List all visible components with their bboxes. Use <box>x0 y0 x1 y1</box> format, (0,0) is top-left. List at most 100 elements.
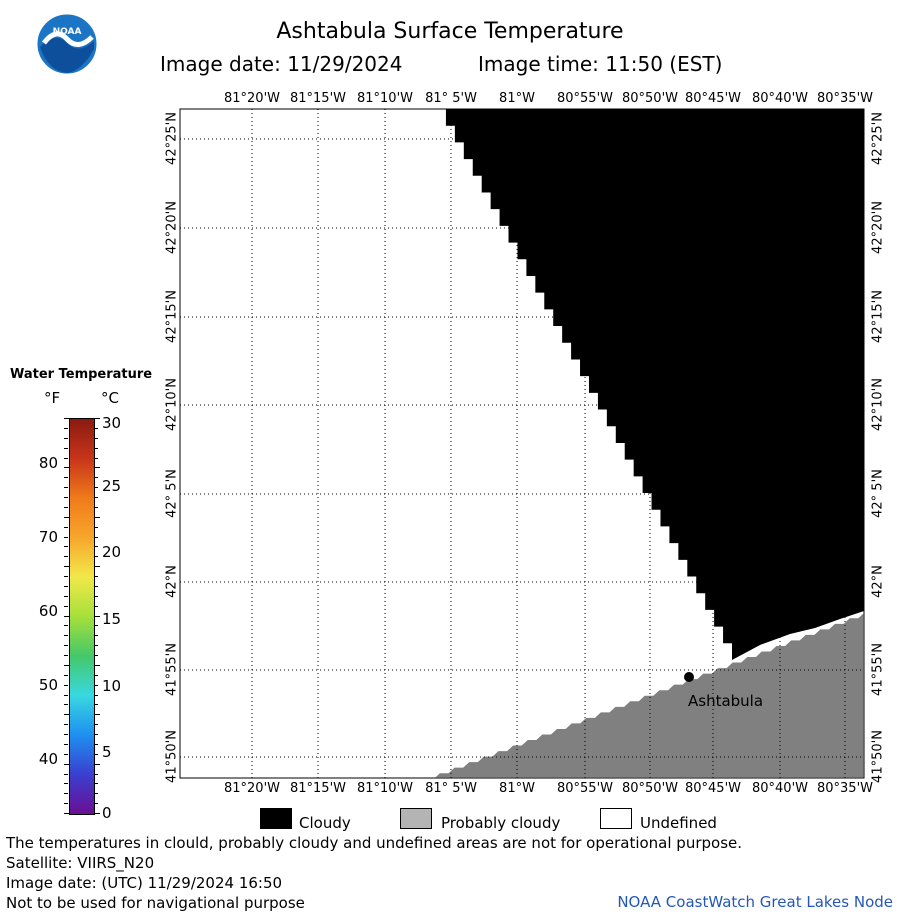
colorbar-tick <box>64 477 68 479</box>
colorbar-tick <box>94 418 100 419</box>
colorbar-tick <box>64 763 70 765</box>
colorbar-tick <box>64 714 70 716</box>
key-cloudy-label: Cloudy <box>299 814 351 832</box>
colorbar-tick <box>64 546 68 548</box>
lat-label: 41°50'N <box>870 730 886 783</box>
lon-label: 80°50'W <box>621 781 678 796</box>
colorbar-tick <box>64 605 68 607</box>
colorbar-tick <box>94 506 98 508</box>
legend-tick-c: 30 <box>102 414 122 432</box>
colorbar-tick <box>94 526 98 528</box>
lat-label: 42°25'N <box>164 112 180 165</box>
lat-label: 42°20'N <box>870 201 886 254</box>
legend-title: Water Temperature <box>10 367 153 382</box>
lon-label: 81°20'W <box>223 781 280 796</box>
colorbar-tick <box>64 595 68 597</box>
colorbar-tick <box>94 684 98 686</box>
colorbar-tick <box>64 664 70 666</box>
lon-label: 80°40'W <box>751 91 808 106</box>
colorbar-tick <box>64 615 70 617</box>
lat-label: 42° 5'N <box>164 469 180 518</box>
lon-label: 81°10'W <box>356 91 413 106</box>
lon-label: 81°W <box>499 91 535 106</box>
colorbar-tick <box>94 664 100 666</box>
lon-label: 80°45'W <box>684 91 741 106</box>
colorbar-tick <box>64 418 70 419</box>
colorbar-tick <box>94 585 98 587</box>
colorbar-tick <box>94 536 98 538</box>
colorbar-tick <box>64 704 68 706</box>
colorbar-tick <box>64 783 68 785</box>
footer-credit-link[interactable]: NOAA CoastWatch Great Lakes Node <box>617 893 893 911</box>
lat-label: 42°10'N <box>164 378 180 431</box>
key-probably-cloudy-label: Probably cloudy <box>441 814 561 832</box>
lon-label: 80°55'W <box>556 781 613 796</box>
colorbar-tick <box>94 674 98 676</box>
probably-cloudy-region <box>425 610 865 779</box>
colorbar-tick <box>94 427 98 429</box>
colorbar-tick <box>94 803 98 805</box>
lat-label: 42° 5'N <box>870 469 886 518</box>
legend-unit-f: °F <box>44 389 61 407</box>
colorbar-tick <box>64 813 70 814</box>
lon-label: 81°W <box>499 781 535 796</box>
noaa-logo-icon <box>36 13 98 75</box>
footer-satellite: Satellite: VIIRS_N20 <box>6 854 155 872</box>
key-cloudy-swatch <box>260 808 292 829</box>
footer-disclaimer: The temperatures in clould, probably clo… <box>6 834 743 852</box>
colorbar-tick <box>64 556 68 558</box>
legend-tick-c: 10 <box>102 677 122 695</box>
image-time: Image time: 11:50 (EST) <box>478 52 723 76</box>
lat-label: 42°N <box>164 565 180 598</box>
colorbar-tick <box>64 645 68 647</box>
colorbar-tick <box>64 674 68 676</box>
lon-label: 80°35'W <box>816 781 873 796</box>
colorbar-tick <box>64 743 68 745</box>
colorbar-tick <box>64 566 70 568</box>
colorbar-tick <box>64 724 68 726</box>
legend-tick-f: 40 <box>38 750 58 768</box>
legend-tick-c: 25 <box>102 477 122 495</box>
colorbar-tick <box>94 615 100 617</box>
colorbar-tick <box>94 753 98 755</box>
map-border <box>179 108 865 779</box>
ashtabula-marker-icon[interactable] <box>684 672 694 682</box>
colorbar-tick <box>94 477 98 479</box>
noaa-logo: NOAA <box>36 13 98 75</box>
colorbar-tick <box>64 635 68 637</box>
colorbar-tick <box>94 566 100 568</box>
lat-label: 42°15'N <box>870 290 886 343</box>
footer-navigation-note: Not to be used for navigational purpose <box>6 894 305 912</box>
colorbar-tick <box>64 487 68 489</box>
lat-label: 42°15'N <box>164 290 180 343</box>
colorbar-tick <box>94 625 98 627</box>
colorbar-tick <box>64 655 68 656</box>
colorbar-tick <box>94 813 100 814</box>
colorbar-tick <box>64 793 68 795</box>
colorbar-tick <box>94 437 98 439</box>
colorbar-tick <box>64 447 68 449</box>
colorbar-tick <box>64 457 68 459</box>
colorbar-tick <box>64 526 68 528</box>
lon-label: 81°15'W <box>289 91 346 106</box>
colorbar-tick <box>94 773 98 775</box>
temperature-colorbar <box>69 418 95 815</box>
colorbar-tick <box>94 743 98 745</box>
noaa-logo-text: NOAA <box>52 27 82 37</box>
lon-label: 81°20'W <box>223 91 280 106</box>
colorbar-tick <box>94 497 98 498</box>
lat-label: 41°55'N <box>870 643 886 696</box>
lon-label: 81° 5'W <box>425 91 477 106</box>
lon-label: 81°15'W <box>289 781 346 796</box>
legend-tick-f: 80 <box>38 454 58 472</box>
colorbar-tick <box>94 724 98 726</box>
key-undefined-label: Undefined <box>640 814 717 832</box>
lon-label: 80°55'W <box>556 91 613 106</box>
legend-tick-c: 0 <box>102 804 112 822</box>
colorbar-tick <box>64 734 68 735</box>
colorbar-tick <box>94 783 98 785</box>
legend-tick-c: 15 <box>102 610 122 628</box>
key-undefined-swatch <box>600 808 632 829</box>
colorbar-tick <box>94 635 98 637</box>
